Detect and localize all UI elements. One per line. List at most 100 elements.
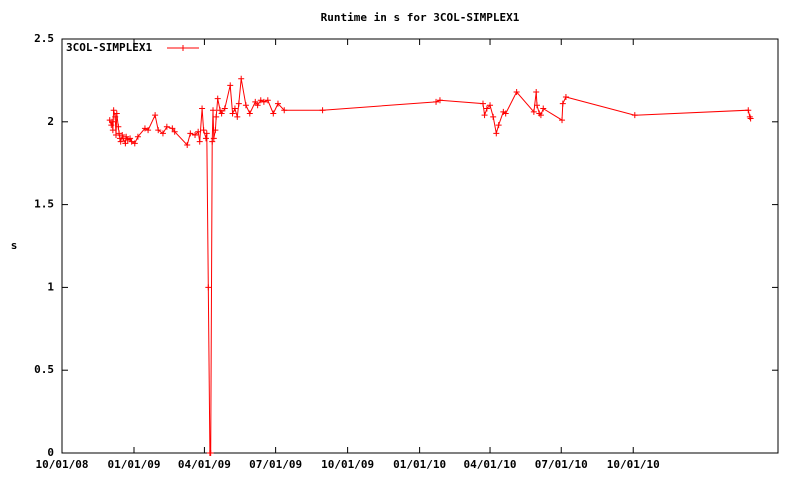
point-marker (479, 100, 486, 107)
point-marker (490, 113, 497, 120)
point-marker (513, 88, 520, 95)
point-marker (221, 105, 228, 112)
x-tick-label: 01/01/09 (107, 458, 160, 471)
point-marker (234, 113, 241, 120)
point-marker (270, 110, 277, 117)
x-tick-label: 10/01/08 (36, 458, 89, 471)
point-marker (246, 110, 253, 117)
point-marker (163, 123, 170, 130)
point-marker (481, 112, 488, 119)
x-tick-label: 04/01/09 (178, 458, 231, 471)
y-tick-label: 1 (47, 280, 54, 293)
x-tick-label: 10/01/09 (321, 458, 374, 471)
point-marker (110, 107, 117, 114)
chart-title: Runtime in s for 3COL-SIMPLEX1 (321, 11, 520, 24)
point-marker (203, 130, 210, 137)
point-marker (502, 110, 509, 117)
point-marker (533, 88, 540, 95)
point-marker (235, 100, 242, 107)
point-marker (196, 138, 203, 145)
point-marker (213, 113, 220, 120)
point-marker (141, 125, 148, 132)
point-marker (108, 122, 115, 129)
point-marker (227, 82, 234, 89)
point-marker (207, 450, 214, 456)
point-marker (123, 133, 130, 140)
point-marker (210, 107, 217, 114)
point-marker (631, 112, 638, 119)
point-marker (559, 100, 566, 107)
point-marker (530, 108, 537, 115)
point-marker (184, 141, 191, 148)
point-marker (122, 140, 129, 147)
point-marker (127, 135, 134, 142)
y-axis-label: s (11, 239, 18, 252)
point-marker (205, 284, 212, 291)
point-marker (159, 130, 166, 137)
point-marker (195, 128, 202, 135)
point-marker (202, 135, 209, 142)
point-marker (231, 105, 238, 112)
y-tick-label: 1.5 (34, 198, 54, 211)
x-tick-label: 01/01/10 (393, 458, 446, 471)
point-marker (242, 102, 249, 109)
point-marker (433, 98, 440, 105)
point-marker (254, 102, 261, 109)
point-marker (436, 97, 443, 104)
point-marker (229, 110, 236, 117)
x-tick-label: 04/01/10 (464, 458, 517, 471)
point-marker (214, 95, 221, 102)
x-tick-label: 07/01/09 (249, 458, 302, 471)
series-line (109, 78, 752, 454)
point-marker (281, 107, 288, 114)
point-marker (109, 127, 116, 134)
point-marker (112, 113, 119, 120)
y-tick-label: 0.5 (34, 363, 54, 376)
y-tick-label: 0 (47, 446, 54, 459)
point-marker (119, 132, 126, 139)
point-marker (115, 123, 122, 130)
point-marker (483, 105, 490, 112)
point-marker (218, 110, 225, 117)
x-tick-label: 10/01/10 (607, 458, 660, 471)
plot-frame (61, 38, 779, 454)
point-marker (260, 98, 267, 105)
point-marker (169, 125, 176, 132)
point-marker (192, 132, 199, 139)
point-marker (199, 105, 206, 112)
point-marker (252, 98, 259, 105)
point-marker (562, 93, 569, 100)
point-marker (120, 135, 127, 142)
point-marker (200, 127, 207, 134)
point-marker (319, 107, 326, 114)
point-marker (209, 138, 216, 145)
legend-label: 3COL-SIMPLEX1 (66, 41, 152, 54)
point-marker (187, 130, 194, 137)
point-marker (537, 112, 544, 119)
point-marker (152, 112, 159, 119)
point-marker (533, 102, 540, 109)
point-marker (116, 130, 123, 137)
point-marker (495, 122, 502, 129)
point-marker (113, 110, 120, 117)
point-marker (559, 117, 566, 124)
y-tick-label: 2 (47, 115, 54, 128)
legend-swatch (180, 45, 186, 51)
point-marker (487, 102, 494, 109)
point-marker (745, 107, 752, 114)
point-marker (171, 128, 178, 135)
point-marker (264, 97, 271, 104)
point-marker (117, 138, 124, 145)
point-marker (155, 127, 162, 134)
point-marker (238, 75, 245, 82)
point-marker (540, 105, 547, 112)
point-marker (112, 132, 119, 139)
point-marker (217, 107, 224, 114)
point-marker (131, 140, 138, 147)
point-marker (212, 127, 219, 134)
point-marker (145, 127, 152, 134)
point-marker (134, 133, 141, 140)
point-marker (109, 118, 116, 125)
point-marker (210, 135, 217, 142)
